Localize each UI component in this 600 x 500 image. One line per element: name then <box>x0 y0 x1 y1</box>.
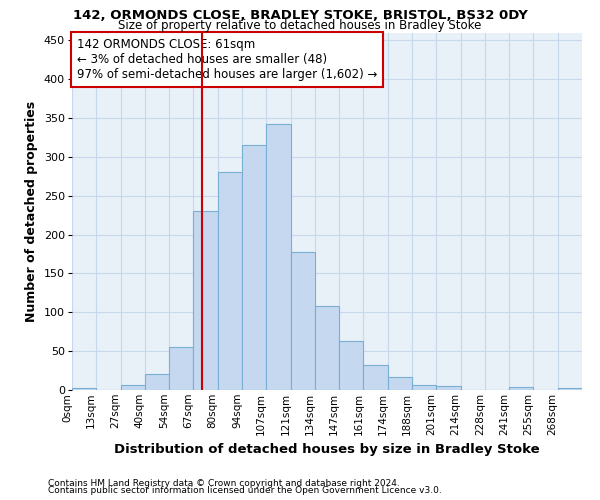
Bar <box>388 377 412 390</box>
Bar <box>145 374 169 390</box>
Bar <box>169 348 193 390</box>
X-axis label: Distribution of detached houses by size in Bradley Stoke: Distribution of detached houses by size … <box>114 443 540 456</box>
Text: Contains public sector information licensed under the Open Government Licence v3: Contains public sector information licen… <box>48 486 442 495</box>
Text: Size of property relative to detached houses in Bradley Stoke: Size of property relative to detached ho… <box>118 18 482 32</box>
Bar <box>242 145 266 390</box>
Bar <box>72 388 96 390</box>
Bar <box>218 172 242 390</box>
Bar <box>290 252 315 390</box>
Text: 142, ORMONDS CLOSE, BRADLEY STOKE, BRISTOL, BS32 0DY: 142, ORMONDS CLOSE, BRADLEY STOKE, BRIST… <box>73 9 527 22</box>
Text: 142 ORMONDS CLOSE: 61sqm
← 3% of detached houses are smaller (48)
97% of semi-de: 142 ORMONDS CLOSE: 61sqm ← 3% of detache… <box>77 38 377 81</box>
Y-axis label: Number of detached properties: Number of detached properties <box>25 100 38 322</box>
Bar <box>412 384 436 390</box>
Text: Contains HM Land Registry data © Crown copyright and database right 2024.: Contains HM Land Registry data © Crown c… <box>48 478 400 488</box>
Bar <box>509 387 533 390</box>
Bar <box>364 365 388 390</box>
Bar <box>121 386 145 390</box>
Bar <box>193 211 218 390</box>
Bar <box>266 124 290 390</box>
Bar <box>558 388 582 390</box>
Bar <box>436 386 461 390</box>
Bar <box>315 306 339 390</box>
Bar <box>339 341 364 390</box>
